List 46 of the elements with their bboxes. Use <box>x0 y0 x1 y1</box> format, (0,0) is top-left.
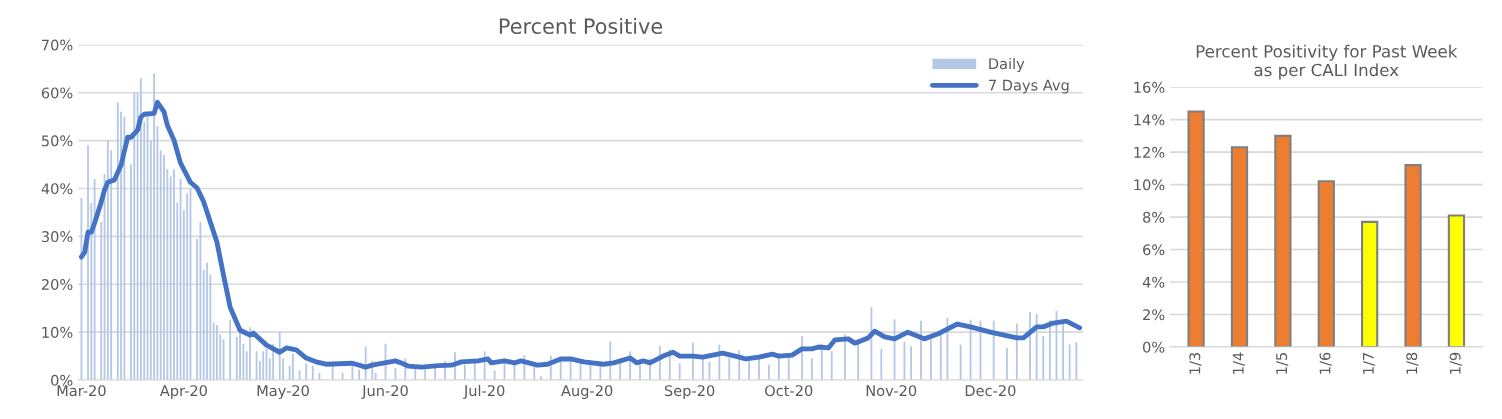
x-tick-label: 1/5 <box>1276 353 1289 374</box>
line-series <box>78 99 1083 370</box>
y-tick-label: 0% <box>1143 341 1165 353</box>
bar <box>1274 134 1292 347</box>
x-tick-label: Dec-20 <box>965 385 1016 397</box>
x-tick-label: Mar-20 <box>57 385 106 397</box>
bar <box>1404 164 1422 347</box>
y-tick-label: 6% <box>1143 244 1165 256</box>
x-tick-label: 1/8 <box>1406 352 1419 374</box>
y-tick-label: 8% <box>1143 211 1165 223</box>
y-tick-label: 30% <box>41 231 73 243</box>
x-tick-label: Jul-20 <box>463 384 505 399</box>
y-tick-label: 10% <box>42 326 73 338</box>
y-tick-label: 2% <box>1143 309 1165 321</box>
y-tick-label: 0% <box>51 374 73 386</box>
x-tick-label: 1/4 <box>1232 352 1245 374</box>
y-tick-label: 60% <box>41 87 73 99</box>
x-tick-label: Aug-20 <box>561 385 613 400</box>
x-tick-label: Nov-20 <box>866 385 917 397</box>
legend-label: 7 Days Avg <box>989 79 1069 94</box>
chart-title: Percent Positivity for Past Week as per CALI Index <box>1196 44 1458 80</box>
y-tick-label: 70% <box>42 39 73 51</box>
y-tick-label: 14% <box>1134 114 1165 126</box>
x-tick-label: 1/3 <box>1189 352 1202 374</box>
chart-title: Percent Positive <box>499 17 663 35</box>
bar <box>1187 110 1205 347</box>
legend-label: Daily <box>989 57 1025 73</box>
bar <box>1447 214 1466 347</box>
x-tick-label: Apr-20 <box>159 385 207 400</box>
y-tick-label: 12% <box>1134 146 1165 158</box>
y-tick-label: 50% <box>41 135 73 147</box>
x-tick-label: 1/9 <box>1449 352 1462 374</box>
bar <box>1230 146 1249 347</box>
y-tick-label: 40% <box>41 183 73 195</box>
x-tick-label: Sep-20 <box>664 385 715 400</box>
y-tick-label: 20% <box>41 278 73 291</box>
y-tick-label: 10% <box>1134 179 1165 191</box>
x-tick-label: Jun-20 <box>361 385 408 399</box>
bar <box>1317 180 1335 347</box>
x-tick-label: 1/6 <box>1319 352 1332 374</box>
x-tick-label: Oct-20 <box>765 385 813 397</box>
x-tick-label: May-20 <box>257 385 309 400</box>
bar <box>1361 220 1379 347</box>
x-tick-label: 1/7 <box>1363 353 1376 374</box>
y-tick-label: 16% <box>1134 81 1165 93</box>
y-tick-label: 4% <box>1142 276 1165 288</box>
